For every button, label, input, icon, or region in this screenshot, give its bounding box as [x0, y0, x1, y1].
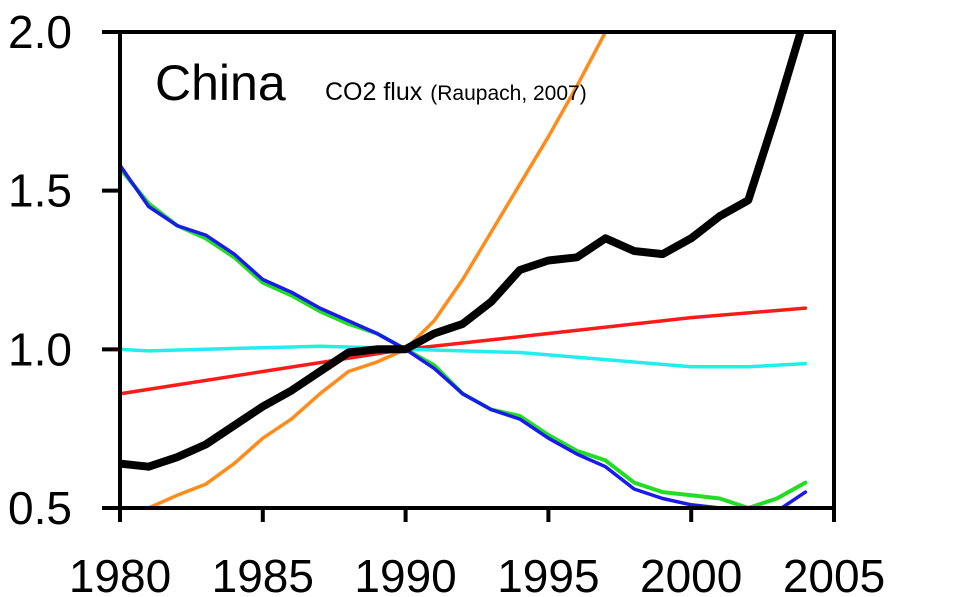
series-line-2: [120, 306, 808, 396]
series-line-4: [120, 166, 808, 508]
series-line-5: [120, 163, 808, 508]
x-tick-label: 1990: [354, 550, 456, 597]
y-tick-label: 2.0: [8, 6, 72, 58]
ticks-layer: 1980 1985 1990 1995 2000 2005 0.5 1.0 1.5 2.0: [8, 6, 885, 597]
x-tick-label: 1995: [497, 550, 599, 597]
series-line-1: [146, 32, 608, 508]
x-tick-label: 2005: [783, 550, 885, 597]
y-tick-label: 1.5: [8, 165, 72, 217]
y-tick-label: 1.0: [8, 323, 72, 375]
axes-layer: [118, 30, 836, 510]
chart-title: China: [155, 55, 286, 111]
chart-subtitle-text: CO2 flux: [325, 78, 423, 106]
y-tick-label: 0.5: [8, 482, 72, 534]
x-tick-label: 2000: [640, 550, 742, 597]
series-layer: [120, 32, 808, 508]
chart-subtitle: CO2 flux (Raupach, 2007): [325, 78, 587, 106]
series-line-6: [120, 32, 805, 471]
x-tick-label: 1985: [212, 550, 314, 597]
chart-subtitle-source: (Raupach, 2007): [430, 82, 586, 105]
plot-frame: [118, 30, 836, 510]
series-line-3: [120, 344, 808, 369]
x-tick-label: 1980: [69, 550, 171, 597]
